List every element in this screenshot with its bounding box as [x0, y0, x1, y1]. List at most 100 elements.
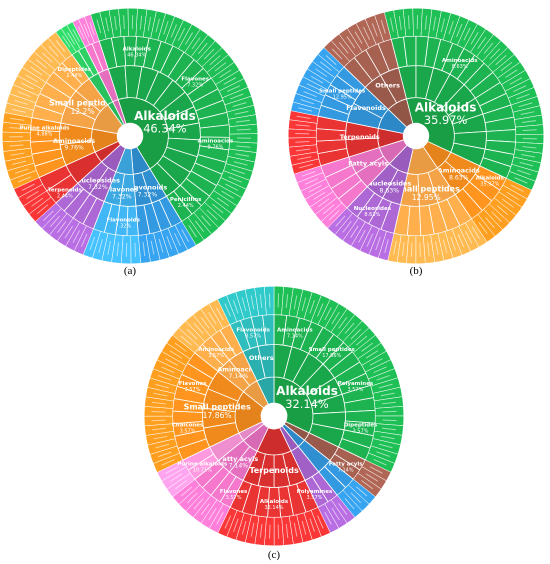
outer-ring-text-line — [61, 35, 71, 48]
outer-ring-text-line — [36, 204, 49, 214]
outer-ring-text-line — [236, 137, 251, 139]
outer-ring-text-line — [234, 110, 249, 115]
outer-ring-text-line — [9, 136, 24, 138]
value-aminoacids: 7.14% — [229, 373, 249, 380]
outer-ring-text-line — [10, 152, 25, 156]
outer-label: Alkaloids — [260, 499, 289, 505]
outer-ring-text-line — [448, 20, 454, 35]
outer-ring-text-line — [506, 191, 520, 201]
outer-ring-text-line — [358, 229, 366, 243]
outer-ring-text-line — [514, 177, 528, 184]
outer-ring-text-line — [463, 27, 471, 41]
outer-ring-text-line — [393, 240, 397, 255]
outer-ring-text-line — [505, 69, 518, 78]
outer-label-value: 4.88% — [37, 131, 53, 137]
outer-ring-text-line — [157, 375, 172, 381]
outer-ring-text-line — [131, 15, 134, 30]
outer-ring-text-line — [197, 42, 208, 55]
outer-ring-text-line — [344, 498, 355, 510]
outer-ring-text-line — [317, 198, 330, 208]
outer-ring-text-line — [457, 234, 465, 248]
outer-ring-text-line — [214, 62, 227, 72]
outer-ring-text-line — [232, 300, 239, 314]
center-hole — [261, 403, 287, 429]
outer-ring-text-line — [483, 42, 494, 54]
outer-ring-text-line — [161, 459, 175, 466]
outer-ring-text-line — [456, 23, 463, 38]
label-small-peptides: Small peptides — [184, 403, 251, 412]
outer-ring-text-line — [236, 145, 251, 148]
panel-label-c: (c) — [268, 549, 281, 561]
outer-ring-text-line — [21, 183, 35, 191]
outer-ring-text-line — [177, 27, 186, 41]
outer-ring-text-line — [365, 473, 379, 482]
outer-ring-text-line — [501, 198, 514, 208]
outer-label-value: 7.14% — [338, 467, 354, 473]
outer-ring-text-line — [315, 68, 328, 78]
outer-label-value: 3.57% — [208, 353, 224, 359]
outer-ring-text-line — [30, 66, 43, 76]
outer-ring-text-line — [398, 16, 402, 31]
value-nucleosides: 7.32% — [88, 184, 108, 191]
outer-ring-text-line — [369, 466, 383, 474]
outer-ring-text-line — [338, 503, 348, 515]
outer-border — [287, 7, 545, 265]
outer-ring-text-line — [324, 511, 332, 525]
outer-ring-text-line — [225, 183, 239, 191]
outer-ring-text-line — [180, 486, 193, 497]
outer-label: Aminoacids — [442, 58, 478, 64]
outer-label-value: 3.57% — [245, 333, 261, 339]
outer-ring-text-line — [427, 242, 430, 257]
outer-label-value: 3.57% — [180, 428, 196, 434]
outer-ring-text-line — [309, 300, 315, 314]
outer-label-value: 9.76% — [208, 145, 224, 151]
outer-ring-text-line — [297, 156, 312, 160]
outer-ring-text-line — [83, 23, 90, 38]
label-others: Others — [249, 354, 274, 362]
outer-ring-text-line — [342, 220, 352, 233]
outer-ring-text-line — [193, 322, 204, 335]
outer-ring-text-line — [268, 293, 271, 308]
outer-ring-text-line — [317, 515, 324, 529]
outer-ring-text-line — [206, 209, 218, 221]
outer-label: Alkaloids — [476, 176, 505, 182]
outer-ring-text-line — [378, 443, 393, 449]
outer-ring-text-line — [208, 507, 217, 521]
panel-label-a: (a) — [124, 265, 137, 277]
outer-ring-text-line — [125, 242, 128, 257]
outer-label-value: 32.14% — [264, 505, 283, 511]
outer-label-value: 8.63% — [452, 64, 468, 70]
outer-ring-text-line — [517, 169, 531, 176]
value-alkaloids: 46.34% — [143, 122, 187, 136]
outer-ring-text-line — [381, 401, 396, 405]
outer-ring-text-line — [212, 203, 224, 214]
outer-label-value: 10.71% — [193, 467, 212, 473]
outer-ring-text-line — [317, 303, 324, 317]
outer-ring-text-line — [356, 335, 368, 346]
outer-label-value: 7.32% — [187, 82, 203, 88]
outer-ring-text-line — [296, 115, 311, 120]
outer-ring-text-line — [67, 32, 76, 45]
label-nucleosides: Nucleosides — [76, 176, 120, 184]
outer-ring-text-line — [350, 492, 362, 504]
outer-label: Purine alkaloids — [20, 125, 71, 131]
outer-ring-text-line — [380, 20, 386, 34]
outer-ring-text-line — [230, 93, 244, 100]
outer-label-value: 3.57% — [347, 387, 363, 393]
outer-label: Flavones — [220, 489, 248, 495]
outer-ring-text-line — [432, 16, 437, 31]
outer-ring-text-line — [155, 443, 170, 449]
outer-ring-text-line — [520, 111, 535, 115]
outer-ring-text-line — [304, 178, 319, 185]
outer-ring-text-line — [375, 236, 381, 251]
outer-ring-text-line — [163, 21, 169, 35]
outer-ring-text-line — [216, 511, 224, 525]
outer-ring-text-line — [139, 15, 143, 30]
outer-ring-text-line — [346, 36, 356, 49]
outer-ring-text-line — [235, 153, 250, 157]
outer-ring-text-line — [521, 154, 536, 158]
outer-ring-text-line — [49, 216, 60, 228]
outer-ring-text-line — [381, 427, 396, 431]
outer-ring-text-line — [169, 350, 183, 359]
